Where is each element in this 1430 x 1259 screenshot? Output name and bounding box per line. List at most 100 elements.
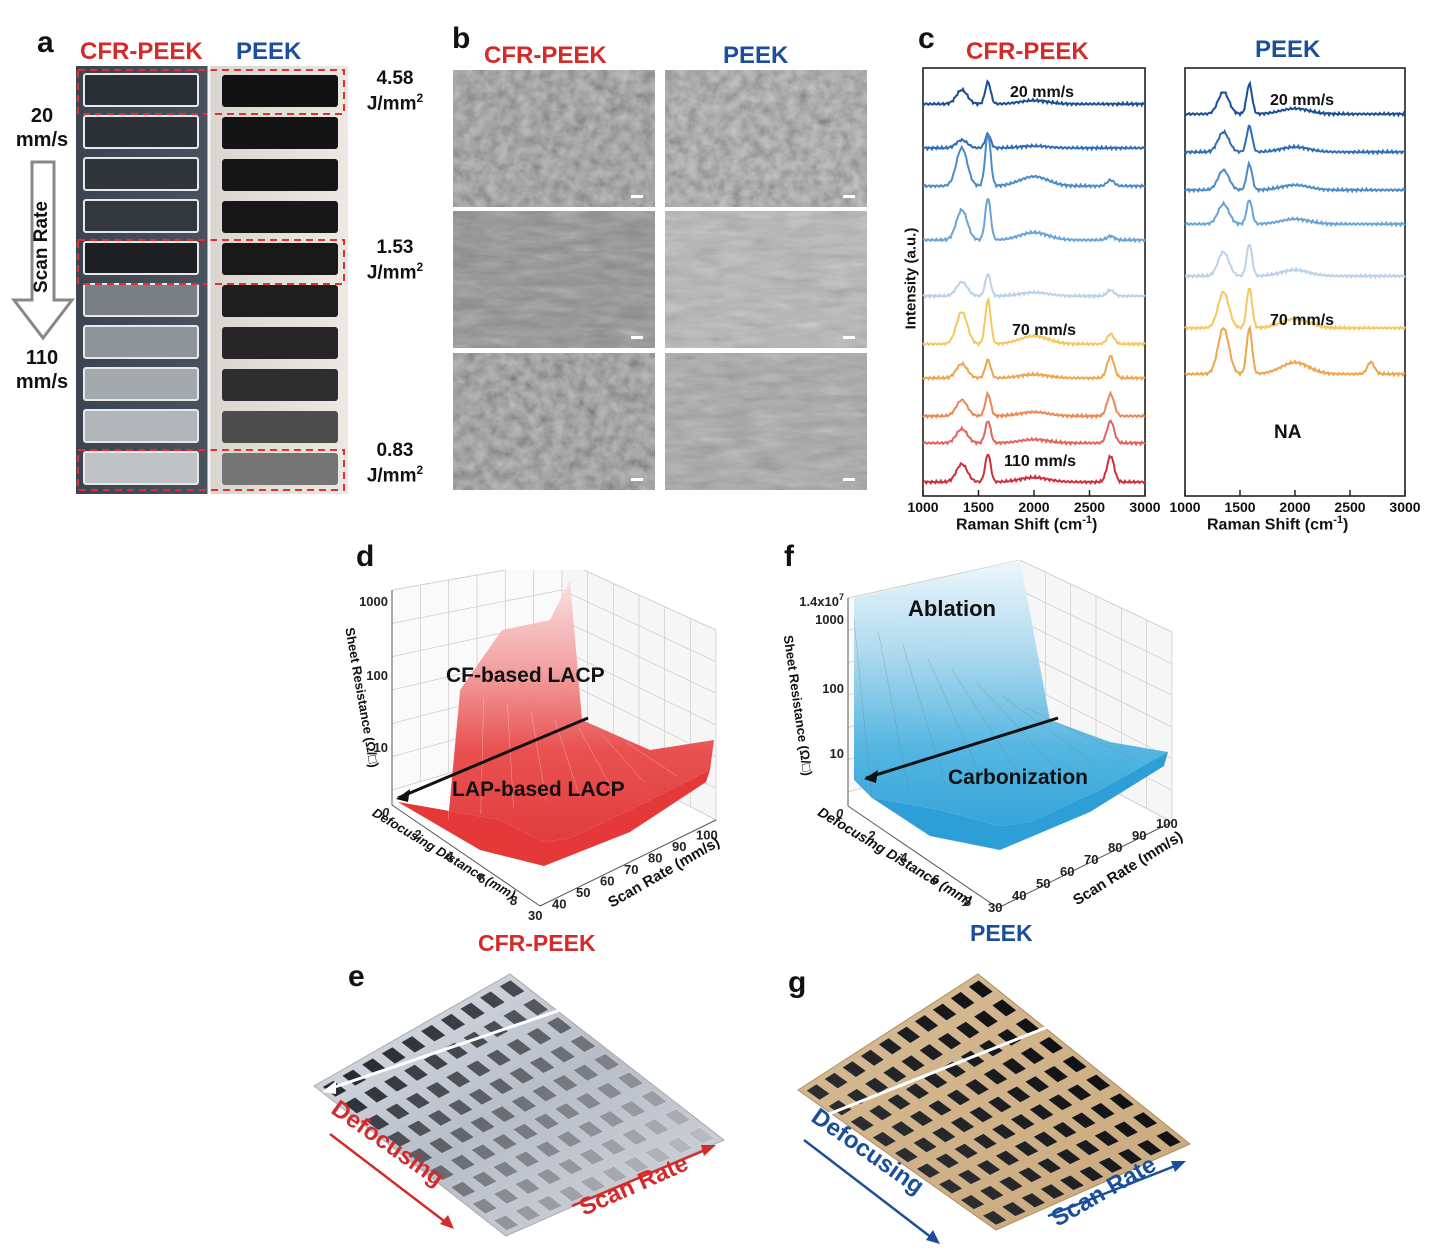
cfr-peek-sample-6 — [83, 283, 199, 317]
sample-cell — [1085, 1074, 1112, 1092]
panel-d-label: d — [356, 540, 375, 573]
sample-cell — [1059, 1174, 1085, 1191]
cfr-peek-sample-7 — [83, 325, 199, 359]
sample-cell — [551, 1074, 579, 1092]
region-cf-based-lacp: CF-based LACP — [446, 664, 605, 687]
raman-annotation-20-right: 20 mm/s — [1270, 92, 1335, 109]
sample-cell — [934, 1152, 960, 1169]
raman-annotation-20-left: 20 mm/s — [1010, 84, 1075, 101]
sample-cell — [1036, 1157, 1062, 1174]
sample-cell — [546, 1016, 573, 1035]
sample-cell — [1019, 1046, 1046, 1065]
sample-cell — [490, 1105, 517, 1123]
sample-cell — [998, 1176, 1024, 1192]
energy-value: 0.83 — [376, 440, 414, 461]
scale-bar — [631, 195, 643, 198]
region-lap-based-lacp: LAP-based LACP — [452, 778, 625, 801]
sample-cell — [1061, 1055, 1088, 1073]
sample-cell — [994, 1150, 1021, 1167]
sample-cell — [932, 1003, 958, 1021]
sample-cell — [915, 1162, 941, 1179]
sample-cell — [554, 1102, 581, 1120]
sample-cell — [514, 1204, 542, 1222]
y-tick-label: 70 — [1084, 852, 1098, 867]
peek-sample-6 — [222, 285, 338, 317]
x-tick-label: 6 — [478, 871, 486, 886]
raman-trace-cfr-peek-1 — [922, 79, 1146, 108]
sample-cell — [904, 1082, 930, 1100]
sample-cell — [557, 1185, 585, 1202]
energy-label-2: 1.53 J/mm2 — [352, 237, 438, 285]
sample-cell — [471, 1171, 498, 1188]
y-tick-label: 100 — [696, 828, 718, 843]
sample-cell — [991, 998, 1017, 1017]
raman-annotation-110-left: 110 mm/s — [1004, 453, 1077, 470]
xlabel-sup: -1 — [1333, 514, 1344, 526]
sample-cell — [1024, 1075, 1050, 1093]
sample-cell — [1070, 1111, 1097, 1129]
sample-cell — [975, 1159, 1002, 1176]
sample-cell — [979, 1185, 1005, 1201]
x-tick-label: 8 — [510, 893, 518, 908]
sample-cell — [531, 1084, 558, 1102]
energy-label-1: 4.58 J/mm2 — [352, 68, 438, 116]
energy-label-3: 0.83 J/mm2 — [352, 440, 438, 488]
sample-cell — [918, 1043, 944, 1061]
sample-cell — [485, 1049, 512, 1067]
energy-value: 1.53 — [376, 237, 414, 258]
z-tick-label: 10 — [374, 740, 388, 755]
cfr-peek-sample-9 — [83, 409, 199, 443]
sample-cell — [386, 1130, 412, 1148]
sample-cell — [1055, 1148, 1082, 1165]
panel-c-label: c — [918, 22, 935, 55]
sample-cell — [642, 1118, 670, 1136]
sample-cell — [513, 1150, 540, 1168]
speed-top-unit: mm/s — [15, 129, 69, 151]
sample-cell — [823, 1072, 849, 1089]
sample-cell — [505, 1038, 533, 1056]
xlabel-end: ) — [1343, 516, 1349, 534]
panel-e-label: e — [348, 960, 365, 993]
sample-cell — [383, 1075, 409, 1093]
sample-cell — [1097, 1157, 1124, 1174]
sample-cell — [482, 1020, 509, 1038]
y-tick-label: 100 — [1156, 816, 1178, 831]
panel-a-speed-bottom: 110 mm/s — [6, 346, 78, 394]
cfr-peek-sample-2 — [83, 115, 199, 149]
sem-image-5 — [453, 353, 655, 490]
sample-cell — [534, 1140, 562, 1158]
sample-cell — [663, 1108, 692, 1126]
sample-cell — [572, 1063, 600, 1082]
sample-cell — [447, 1098, 474, 1116]
sample-cell — [1032, 1130, 1059, 1148]
sample-cell — [964, 1078, 990, 1096]
sample-cell — [510, 1095, 538, 1113]
sample-cell — [380, 1046, 407, 1065]
x-tick-label: 1000 — [1169, 499, 1200, 515]
sample-cell — [1093, 1130, 1120, 1147]
sample-cell — [968, 979, 994, 999]
sample-cell — [987, 1096, 1013, 1113]
y-tick-label: 70 — [624, 862, 638, 877]
sample-cell — [619, 1100, 647, 1118]
sample-cell — [595, 1082, 623, 1100]
scale-bar — [631, 336, 643, 339]
scale-bar — [843, 195, 855, 198]
sample-cell — [968, 1106, 994, 1123]
sample-cell — [599, 1138, 627, 1156]
panel-b-sem-images — [453, 70, 867, 490]
sample-cell — [578, 1148, 606, 1166]
sample-cell — [912, 1136, 938, 1153]
sample-cell — [1051, 1121, 1078, 1139]
sem-image-3 — [453, 211, 655, 348]
sample-cell — [1155, 1130, 1182, 1148]
sample-cell — [927, 1099, 953, 1117]
y-tick-label: 30 — [988, 900, 1002, 915]
sample-cell — [557, 1158, 584, 1175]
speed-bottom-unit: mm/s — [15, 371, 69, 393]
sample-cell — [931, 1126, 957, 1143]
sample-cell — [491, 1133, 518, 1151]
sample-cell — [900, 1054, 926, 1072]
raman-trace-peek-7 — [1184, 324, 1406, 378]
sample-cell — [616, 1071, 644, 1090]
